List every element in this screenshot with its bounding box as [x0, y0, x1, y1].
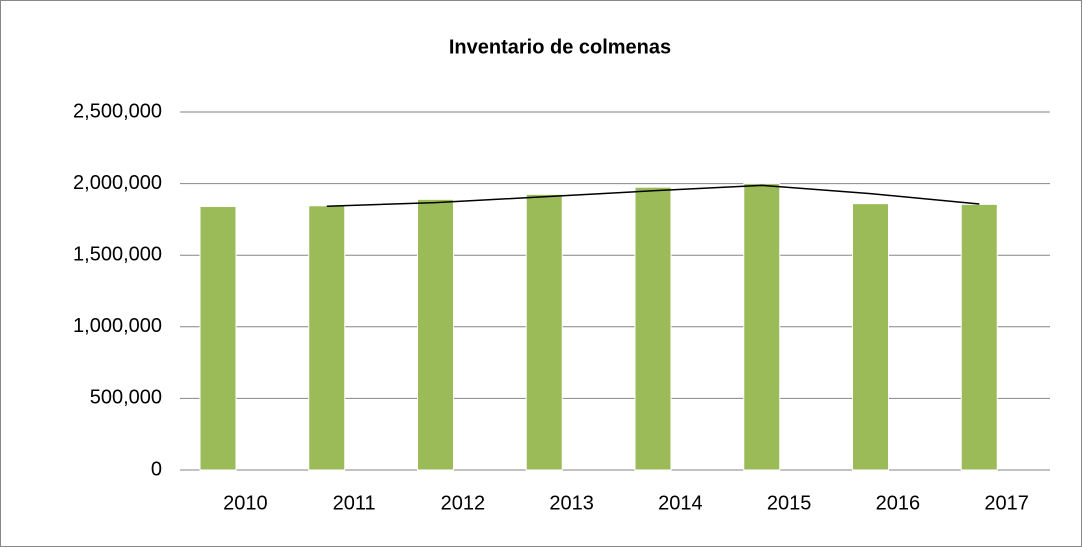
x-tick-label: 2010 — [223, 492, 268, 514]
y-tick-label: 2,000,000 — [73, 172, 162, 194]
bar — [960, 203, 998, 471]
bar — [308, 205, 346, 471]
y-tick-label: 2,500,000 — [73, 100, 162, 122]
bar — [852, 203, 889, 471]
x-tick-label: 2012 — [441, 492, 486, 514]
x-tick-label: 2016 — [876, 492, 921, 514]
x-tick-label: 2011 — [333, 492, 376, 514]
x-tick-label: 2013 — [549, 492, 594, 514]
y-tick-label: 500,000 — [90, 387, 162, 409]
trendline — [326, 184, 980, 207]
bar — [634, 186, 672, 471]
y-tick-label: 1,000,000 — [73, 315, 162, 337]
bar — [743, 183, 781, 471]
x-tick-label: 2017 — [984, 492, 1029, 514]
bar — [417, 198, 454, 471]
chart-title: Inventario de colmenas — [449, 36, 671, 58]
y-tick-label: 1,500,000 — [73, 243, 162, 265]
bar — [525, 193, 563, 471]
y-tick-label: 0 — [151, 458, 162, 480]
bar — [199, 206, 237, 471]
x-tick-label: 2014 — [658, 492, 703, 514]
x-tick-label: 2015 — [767, 492, 812, 514]
